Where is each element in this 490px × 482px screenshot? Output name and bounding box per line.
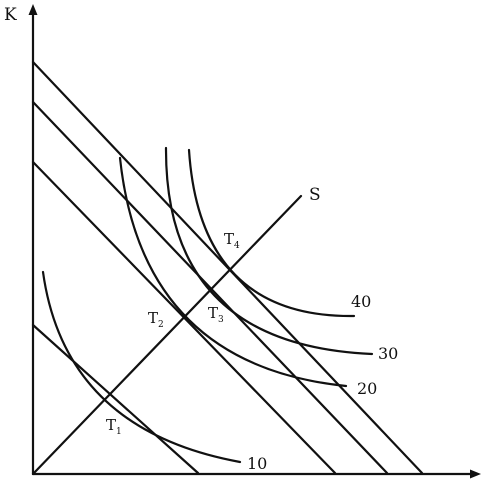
horizontal-axis-arrowhead [470,469,481,479]
expansion-path-label: S [309,185,321,205]
isoquant-20-label: 20 [357,379,377,398]
isoquant-10 [41,270,242,464]
isoquant-40 [187,148,356,318]
isoquant-40-label: 40 [351,292,371,311]
tangency-label-t4: T4 [224,230,240,251]
isoquant-20 [118,156,348,388]
k-axis-arrowhead [28,4,38,15]
k-axis-label: K [4,5,17,25]
isoquant-30-label: 30 [378,344,398,363]
isoquant-10-label: 10 [247,454,267,473]
tangency-label-t1: T1 [106,416,122,437]
tangency-label-t3: T3 [208,304,224,325]
isoquant-30 [164,146,374,356]
isocost-line-3 [31,100,389,475]
expansion-path-line [31,194,303,476]
tangency-label-t2: T2 [148,309,164,330]
isocost-line-1 [31,323,200,475]
